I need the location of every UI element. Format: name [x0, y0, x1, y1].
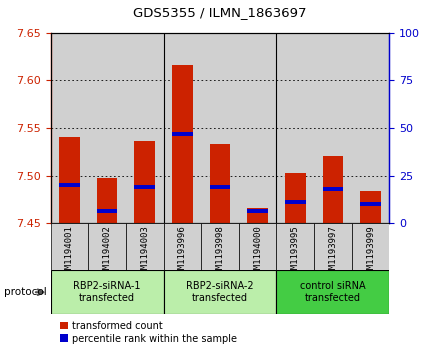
Bar [247, 209, 268, 213]
Bar [285, 200, 306, 204]
Bar [172, 131, 193, 136]
Text: RBP2-siRNA-2
transfected: RBP2-siRNA-2 transfected [186, 281, 254, 303]
Bar [239, 33, 276, 223]
Bar [59, 138, 80, 223]
Text: RBP2-siRNA-1
transfected: RBP2-siRNA-1 transfected [73, 281, 141, 303]
Text: protocol: protocol [4, 287, 47, 297]
Bar [201, 33, 239, 223]
Bar [201, 223, 239, 270]
Bar [314, 33, 352, 223]
Bar [323, 187, 343, 191]
Bar [276, 33, 314, 223]
Text: GSM1193996: GSM1193996 [178, 225, 187, 280]
Bar [285, 173, 306, 223]
Text: control siRNA
transfected: control siRNA transfected [300, 281, 366, 303]
Bar [51, 223, 88, 270]
Bar [164, 223, 201, 270]
Bar [88, 223, 126, 270]
Bar [239, 223, 276, 270]
Text: GDS5355 / ILMN_1863697: GDS5355 / ILMN_1863697 [133, 6, 307, 19]
Bar [59, 183, 80, 187]
Bar [209, 185, 231, 189]
Bar [51, 33, 88, 223]
Bar [276, 223, 314, 270]
Bar [352, 223, 389, 270]
Bar [51, 270, 164, 314]
Bar [323, 156, 343, 223]
Bar [126, 33, 164, 223]
Text: GSM1194000: GSM1194000 [253, 225, 262, 280]
Bar [172, 65, 193, 223]
Bar [134, 185, 155, 189]
Text: GSM1193995: GSM1193995 [291, 225, 300, 280]
Text: GSM1193997: GSM1193997 [328, 225, 337, 280]
Text: GSM1194002: GSM1194002 [103, 225, 112, 280]
Bar [247, 208, 268, 223]
Bar [314, 223, 352, 270]
Bar [97, 179, 117, 223]
Legend: transformed count, percentile rank within the sample: transformed count, percentile rank withi… [60, 321, 238, 344]
Bar [126, 223, 164, 270]
Text: GSM1194001: GSM1194001 [65, 225, 74, 280]
Bar [360, 202, 381, 206]
Bar [88, 33, 126, 223]
Text: GSM1193999: GSM1193999 [366, 225, 375, 280]
Bar [276, 270, 389, 314]
Bar [164, 33, 201, 223]
Bar [97, 209, 117, 213]
Bar [360, 191, 381, 223]
Bar [134, 141, 155, 223]
Bar [164, 270, 276, 314]
Bar [352, 33, 389, 223]
Text: GSM1194003: GSM1194003 [140, 225, 149, 280]
Bar [209, 144, 231, 223]
Text: GSM1193998: GSM1193998 [216, 225, 224, 280]
